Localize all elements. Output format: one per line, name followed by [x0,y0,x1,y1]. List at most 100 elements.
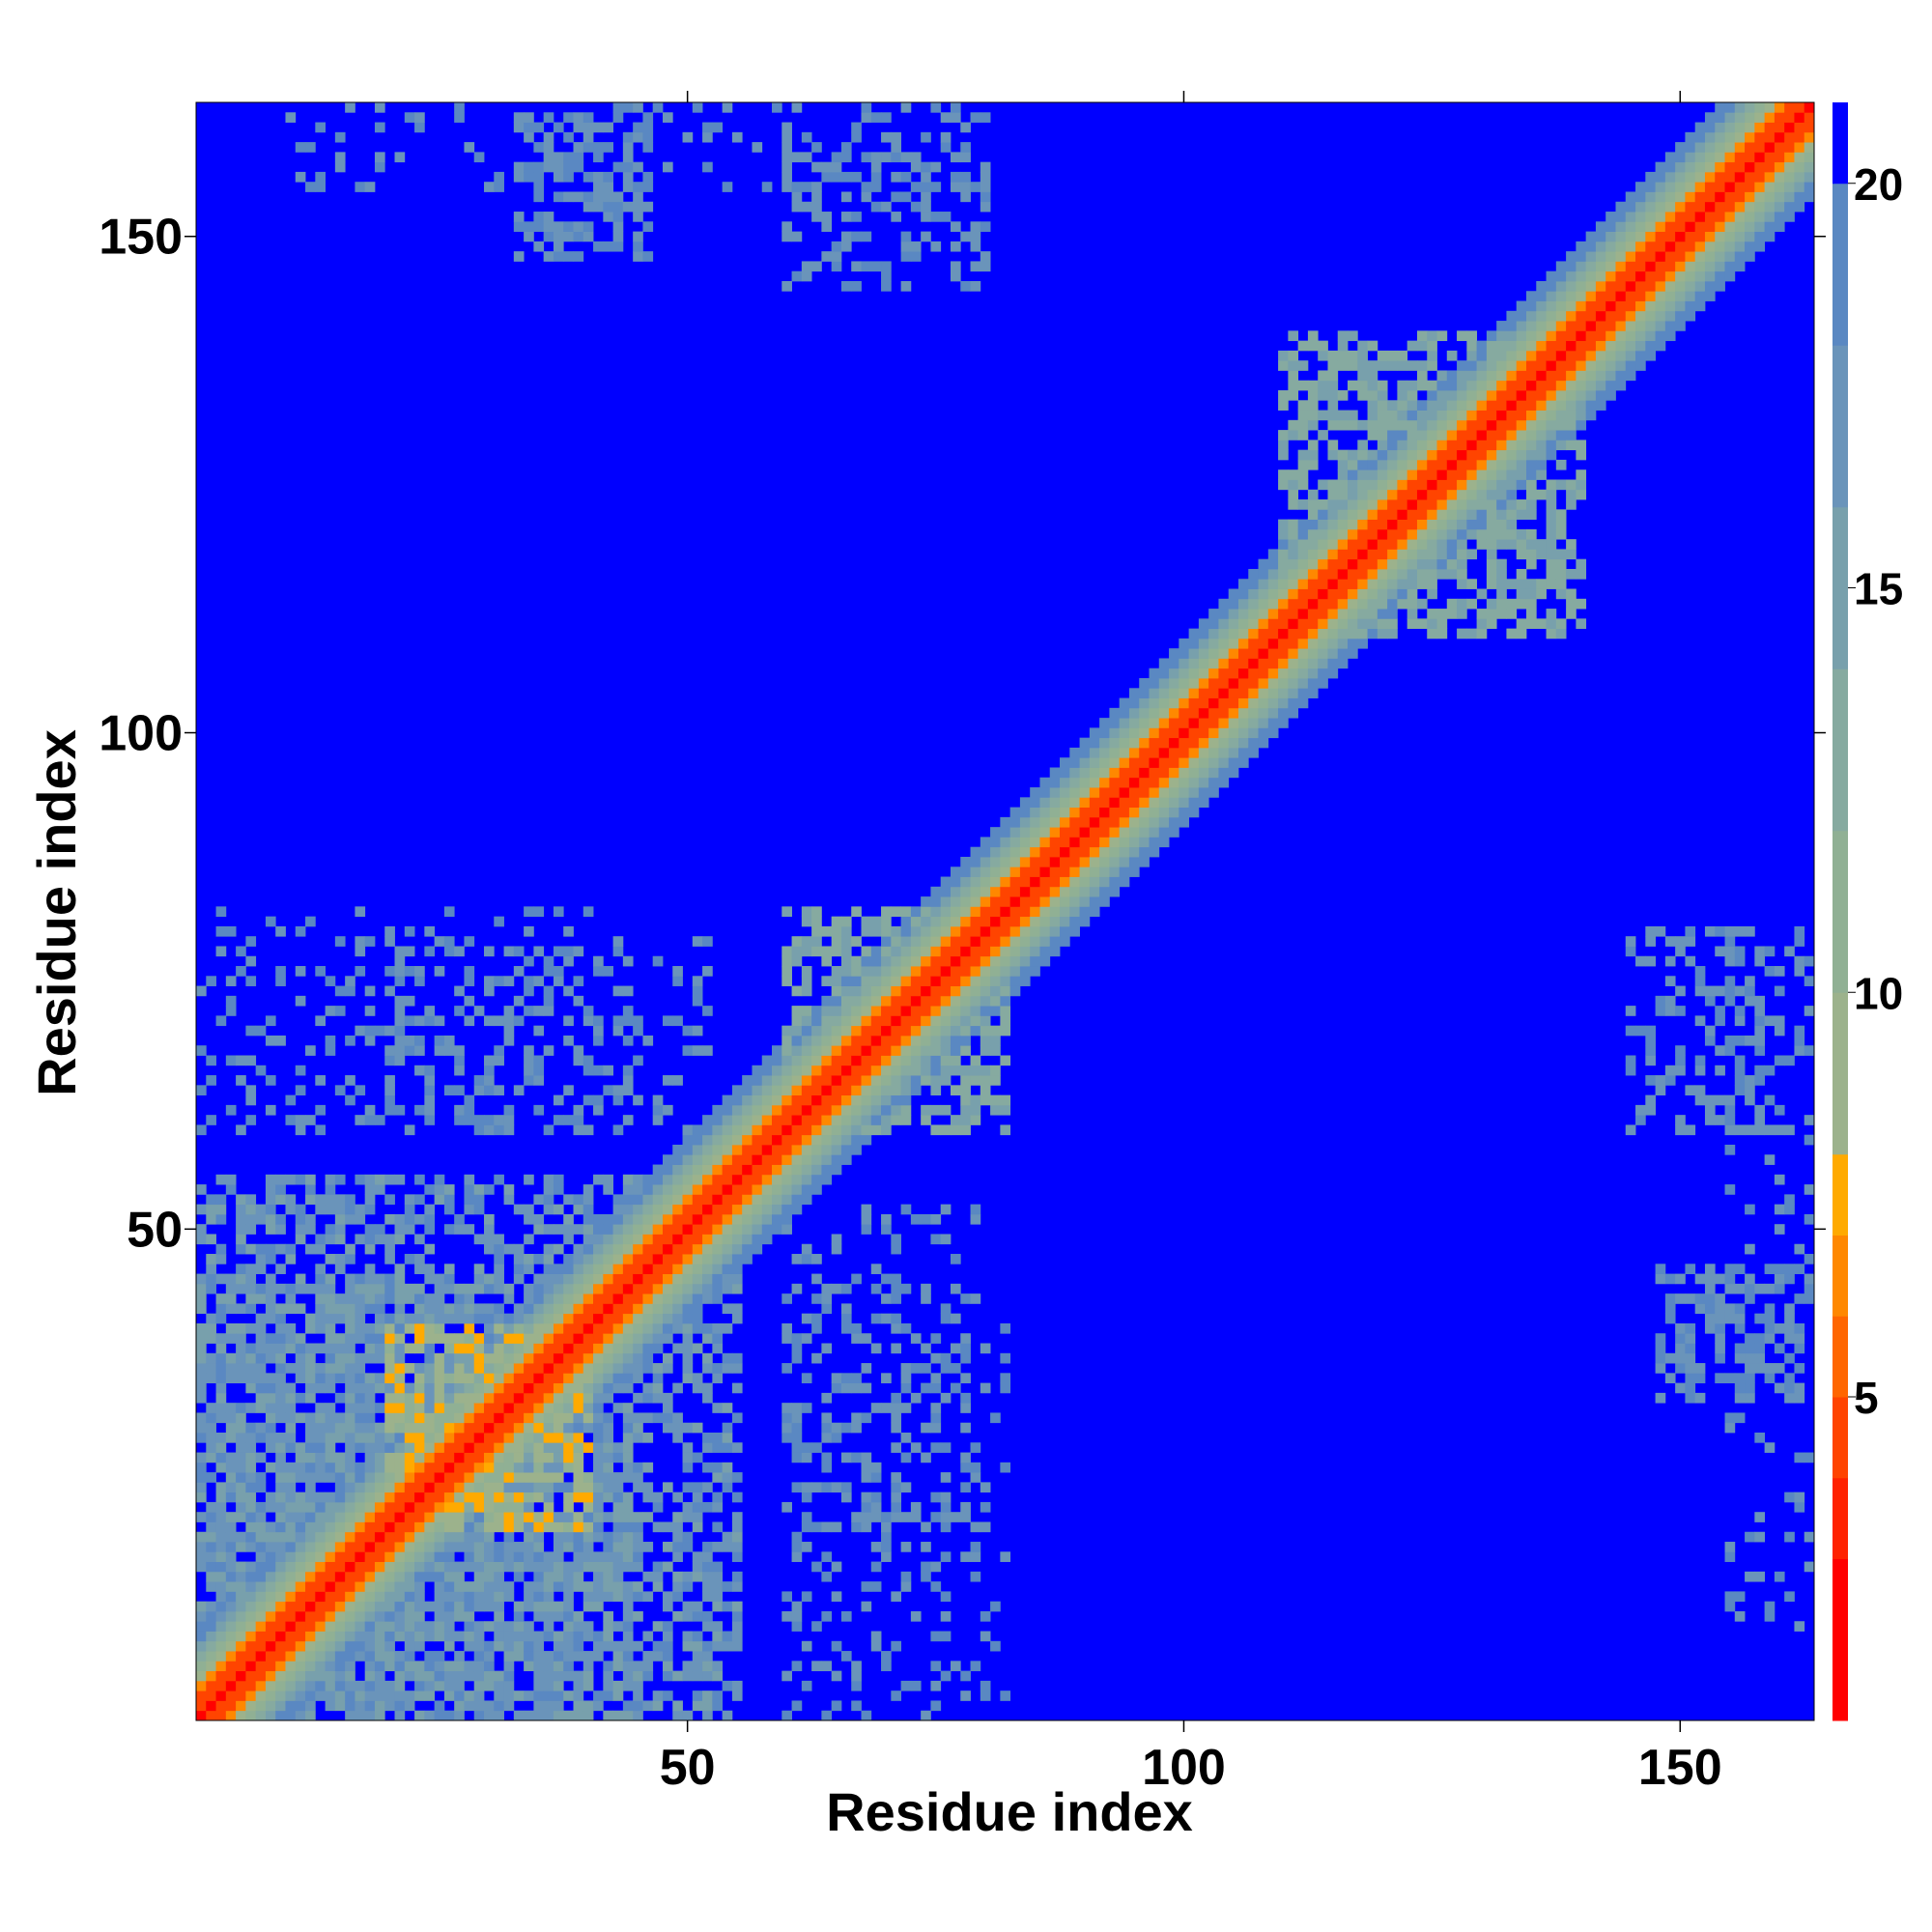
heatmap-cell [1000,985,1011,997]
heatmap-cell [464,1283,475,1294]
heatmap-cell [245,1322,257,1334]
heatmap-cell [910,1213,922,1225]
heatmap-cell [821,1432,833,1443]
heatmap-cell [1288,697,1299,709]
heatmap-cell [345,1610,355,1622]
heatmap-cell [672,1412,683,1424]
heatmap-cell [772,1134,782,1146]
heatmap-cell [1079,827,1091,838]
heatmap-cell [1427,440,1437,451]
heatmap-cell [930,1512,942,1522]
heatmap-cell [910,1610,922,1622]
heatmap-cell [712,1184,724,1195]
heatmap-cell [454,1104,465,1116]
heatmap-cell [454,1422,465,1434]
heatmap-cell [345,1412,355,1424]
heatmap-cell [563,1512,574,1522]
heatmap-cell [752,1115,763,1125]
heatmap-cell [761,1194,773,1206]
heatmap-cell [443,1621,455,1632]
heatmap-cell [1158,797,1170,809]
heatmap-cell [821,212,833,222]
heatmap-cell [1019,807,1031,818]
heatmap-cell [622,1085,634,1096]
heatmap-cell [821,1422,833,1434]
heatmap-cell [1337,618,1349,630]
heatmap-cell [801,1680,812,1691]
heatmap-cell [1169,747,1179,758]
heatmap-cell [940,1521,952,1533]
heatmap-cell [1288,688,1299,698]
heatmap-cell [473,1422,485,1434]
heatmap-cell [603,212,613,222]
heatmap-cell [255,1243,267,1255]
heatmap-cell [603,1472,613,1483]
heatmap-cell [682,1352,694,1364]
heatmap-cell [731,1283,743,1294]
heatmap-cell [265,1373,276,1384]
heatmap-cell [1357,499,1368,510]
heatmap-cell [225,1403,237,1413]
heatmap-cell [484,1621,495,1632]
heatmap-cell [900,1075,912,1086]
heatmap-cell [345,1392,355,1404]
heatmap-cell [1149,697,1160,709]
heatmap-cell [1079,816,1091,828]
heatmap-cell [930,1373,942,1384]
heatmap-cell [473,1482,485,1493]
heatmap-cell [225,1363,237,1374]
heatmap-cell [603,1373,613,1384]
heatmap-cell [236,1432,246,1443]
heatmap-cell [524,1213,534,1225]
heatmap-cell [612,1482,624,1493]
heatmap-cell [1327,370,1339,382]
heatmap-cell [950,995,961,1007]
heatmap-cell [434,1531,445,1543]
heatmap-cell [861,1224,872,1235]
heatmap-cell [364,1352,376,1364]
heatmap-cell [662,1333,673,1344]
heatmap-cell [1009,966,1021,977]
heatmap-cell [334,1352,346,1364]
heatmap-cell [960,1293,971,1304]
heatmap-cell [791,1601,803,1612]
heatmap-cell [752,1224,763,1235]
heatmap-cell [443,1631,455,1642]
heatmap-cell [215,1670,227,1682]
heatmap-cell [245,1025,257,1037]
heatmap-cell [473,1512,485,1522]
heatmap-cell [275,1680,286,1691]
heatmap-cell [921,946,931,957]
heatmap-cell [473,1700,485,1712]
heatmap-cell [325,1521,336,1533]
heatmap-cell [454,1531,465,1543]
heatmap-cell [394,955,406,967]
heatmap-cell [275,1581,286,1592]
heatmap-cell [861,995,872,1007]
heatmap-cell [206,1283,216,1294]
heatmap-cell [633,1254,643,1264]
heatmap-cell [245,1591,257,1603]
heatmap-cell [692,1512,703,1522]
heatmap-cell [503,1621,515,1632]
heatmap-cell [612,1234,624,1245]
heatmap-cell [1297,419,1309,431]
heatmap-cell [801,152,812,163]
heatmap-cell [930,1382,942,1394]
heatmap-cell [334,1204,346,1215]
heatmap-cell [821,1293,833,1304]
heatmap-cell [1427,588,1437,600]
heatmap-cell [582,1680,594,1691]
heatmap-cell [582,1352,594,1364]
heatmap-cell [265,1075,276,1086]
heatmap-cell [950,1065,961,1076]
heatmap-cell [473,1085,485,1096]
heatmap-cell [970,1204,981,1215]
heatmap-cell [692,1184,703,1195]
heatmap-cell [612,1264,624,1274]
heatmap-cell [215,1512,227,1522]
heatmap-cell [1109,747,1121,758]
heatmap-cell [1278,668,1289,679]
heatmap-cell [861,102,872,113]
heatmap-cell [345,1571,355,1582]
